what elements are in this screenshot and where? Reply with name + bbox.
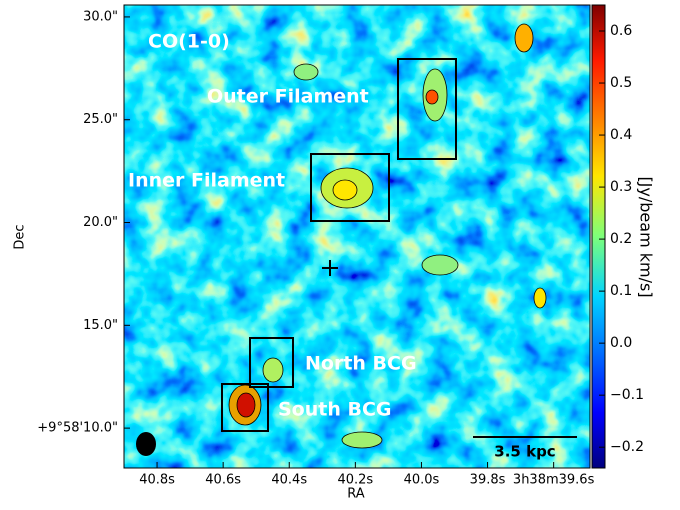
y-tick-label: 20.0" [83,215,118,230]
annotation: South BCG [278,399,392,421]
region-boxes [221,58,457,432]
x-tick-label: 39.8s [470,473,506,488]
y-axis-label: Dec [13,224,28,249]
map-title: CO(1-0) [148,31,230,53]
colorbar-tick-label: 0.0 [610,335,632,351]
plot-frame [123,4,591,469]
beam [136,432,156,456]
annotation: Inner Filament [128,170,285,192]
x-tick-label: 3h38m39.6s [513,473,595,488]
y-tick-label: 25.0" [83,112,118,127]
center-cross [322,260,338,276]
map [124,5,590,468]
annotation: Outer Filament [207,86,369,108]
y-tick-label: +9°58'10.0" [37,421,118,436]
colorbar-tick-label: −0.1 [610,387,644,403]
x-tick-label: 40.8s [139,473,175,488]
x-tick-label: 40.2s [337,473,373,488]
colorbar-tick-label: 0.5 [610,75,632,91]
colorbar-label: [Jy/beam km/s] [637,176,656,297]
scale-bar-label: 3.5 kpc [494,443,555,461]
x-axis-label: RA [347,487,365,502]
x-tick-label: 40.6s [205,473,241,488]
x-tick-label: 40.4s [271,473,307,488]
colorbar-tick-label: 0.6 [610,23,632,39]
colorbar-tick-label: 0.1 [610,283,632,299]
y-tick-label: 15.0" [83,318,118,333]
colorbar-tick-label: 0.3 [610,179,632,195]
annotation: North BCG [305,353,417,375]
colorbar-tick-label: −0.2 [610,439,644,455]
colorbar [591,4,606,469]
colorbar-tick-label: 0.4 [610,127,632,143]
y-tick-label: 30.0" [83,9,118,24]
colorbar-tick-label: 0.2 [610,231,632,247]
x-tick-label: 40.0s [404,473,440,488]
